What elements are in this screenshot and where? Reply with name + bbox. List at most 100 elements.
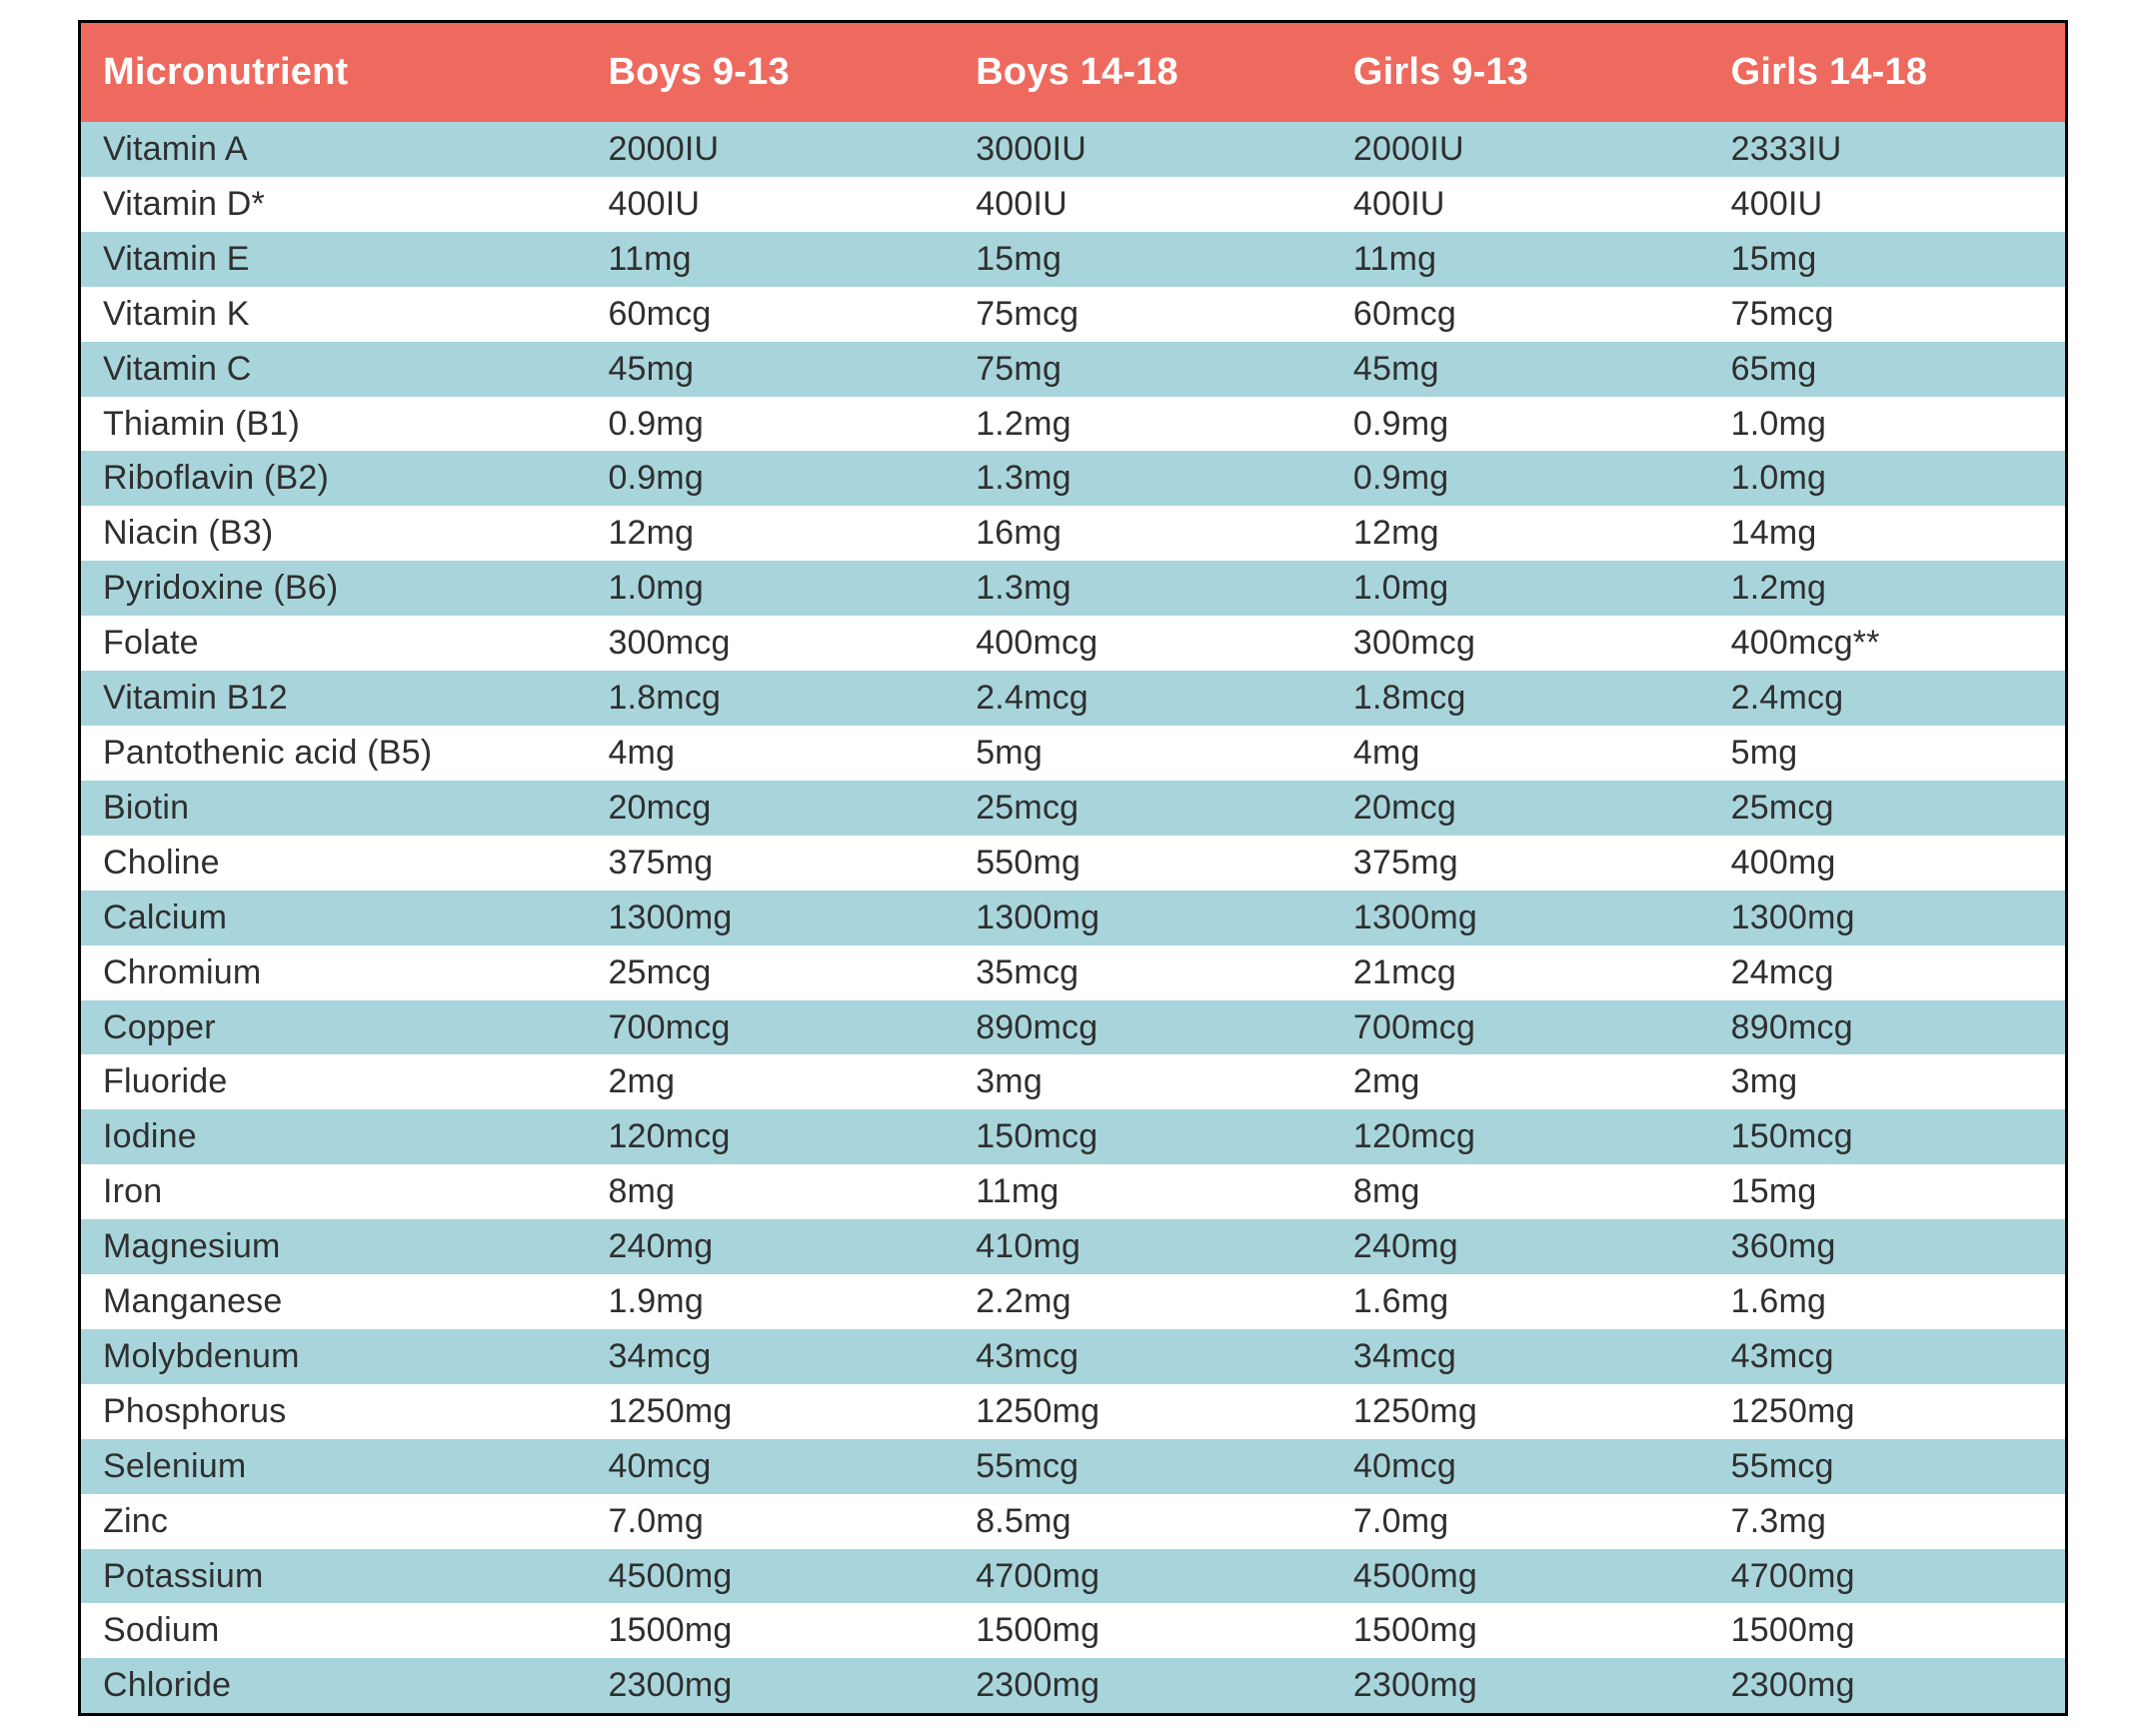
value-cell: 11mg (1331, 232, 1709, 287)
table-row: Iron8mg11mg8mg15mg (80, 1164, 2067, 1219)
table-row: Chloride2300mg2300mg2300mg2300mg (80, 1658, 2067, 1714)
value-cell: 1.6mg (1709, 1274, 2067, 1329)
value-cell: 2300mg (1709, 1658, 2067, 1714)
value-cell: 1.8mcg (586, 671, 954, 726)
value-cell: 75mcg (954, 287, 1331, 342)
nutrient-name-cell: Fluoride (80, 1054, 587, 1109)
value-cell: 375mg (1331, 836, 1709, 890)
value-cell: 2300mg (1331, 1658, 1709, 1714)
value-cell: 1.3mg (954, 561, 1331, 616)
value-cell: 2.4mcg (1709, 671, 2067, 726)
nutrient-name-cell: Thiamin (B1) (80, 397, 587, 452)
value-cell: 45mg (1331, 342, 1709, 397)
value-cell: 7.0mg (586, 1494, 954, 1549)
value-cell: 150mcg (1709, 1109, 2067, 1164)
table-row: Manganese1.9mg2.2mg1.6mg1.6mg (80, 1274, 2067, 1329)
value-cell: 0.9mg (1331, 451, 1709, 506)
nutrient-name-cell: Niacin (B3) (80, 506, 587, 561)
value-cell: 60mcg (586, 287, 954, 342)
table-row: Thiamin (B1)0.9mg1.2mg0.9mg1.0mg (80, 397, 2067, 452)
value-cell: 1.6mg (1331, 1274, 1709, 1329)
value-cell: 60mcg (1331, 287, 1709, 342)
value-cell: 2.4mcg (954, 671, 1331, 726)
value-cell: 43mcg (1709, 1329, 2067, 1384)
value-cell: 2300mg (586, 1658, 954, 1714)
value-cell: 1300mg (586, 890, 954, 945)
value-cell: 890mcg (954, 1000, 1331, 1055)
nutrient-name-cell: Potassium (80, 1549, 587, 1604)
value-cell: 65mg (1709, 342, 2067, 397)
table-row: Calcium1300mg1300mg1300mg1300mg (80, 890, 2067, 945)
value-cell: 400mcg (954, 616, 1331, 671)
value-cell: 2000IU (586, 122, 954, 177)
value-cell: 300mcg (1331, 616, 1709, 671)
table-row: Vitamin E11mg15mg11mg15mg (80, 232, 2067, 287)
value-cell: 240mg (586, 1219, 954, 1274)
value-cell: 120mcg (586, 1109, 954, 1164)
nutrient-name-cell: Vitamin B12 (80, 671, 587, 726)
value-cell: 43mcg (954, 1329, 1331, 1384)
value-cell: 2000IU (1331, 122, 1709, 177)
nutrient-name-cell: Iron (80, 1164, 587, 1219)
value-cell: 360mg (1709, 1219, 2067, 1274)
nutrient-name-cell: Molybdenum (80, 1329, 587, 1384)
value-cell: 3000IU (954, 122, 1331, 177)
value-cell: 1.2mg (954, 397, 1331, 452)
value-cell: 2mg (586, 1054, 954, 1109)
table-row: Selenium40mcg55mcg40mcg55mcg (80, 1439, 2067, 1494)
table-row: Vitamin B121.8mcg2.4mcg1.8mcg2.4mcg (80, 671, 2067, 726)
value-cell: 1250mg (1709, 1384, 2067, 1439)
value-cell: 21mcg (1331, 945, 1709, 1000)
value-cell: 0.9mg (586, 397, 954, 452)
value-cell: 0.9mg (1331, 397, 1709, 452)
value-cell: 25mcg (1709, 781, 2067, 836)
col-header-micronutrient: Micronutrient (80, 22, 587, 123)
value-cell: 20mcg (1331, 781, 1709, 836)
value-cell: 2333IU (1709, 122, 2067, 177)
value-cell: 15mg (954, 232, 1331, 287)
value-cell: 55mcg (1709, 1439, 2067, 1494)
value-cell: 400mg (1709, 836, 2067, 890)
value-cell: 4mg (1331, 726, 1709, 781)
nutrient-name-cell: Calcium (80, 890, 587, 945)
value-cell: 400IU (1709, 177, 2067, 232)
nutrient-name-cell: Iodine (80, 1109, 587, 1164)
value-cell: 20mcg (586, 781, 954, 836)
nutrient-name-cell: Magnesium (80, 1219, 587, 1274)
table-row: Folate300mcg400mcg300mcg400mcg** (80, 616, 2067, 671)
value-cell: 0.9mg (586, 451, 954, 506)
value-cell: 15mg (1709, 232, 2067, 287)
value-cell: 375mg (586, 836, 954, 890)
table-row: Pyridoxine (B6)1.0mg1.3mg1.0mg1.2mg (80, 561, 2067, 616)
value-cell: 1300mg (1709, 890, 2067, 945)
nutrient-name-cell: Chloride (80, 1658, 587, 1714)
value-cell: 25mcg (586, 945, 954, 1000)
value-cell: 34mcg (586, 1329, 954, 1384)
value-cell: 410mg (954, 1219, 1331, 1274)
value-cell: 3mg (1709, 1054, 2067, 1109)
value-cell: 11mg (954, 1164, 1331, 1219)
value-cell: 8mg (1331, 1164, 1709, 1219)
nutrient-name-cell: Vitamin D* (80, 177, 587, 232)
value-cell: 400IU (586, 177, 954, 232)
value-cell: 1250mg (954, 1384, 1331, 1439)
value-cell: 34mcg (1331, 1329, 1709, 1384)
value-cell: 45mg (586, 342, 954, 397)
value-cell: 1250mg (1331, 1384, 1709, 1439)
page-wrapper: Micronutrient Boys 9-13 Boys 14-18 Girls… (0, 0, 2140, 1736)
nutrient-name-cell: Vitamin K (80, 287, 587, 342)
value-cell: 1.0mg (1331, 561, 1709, 616)
table-row: Chromium25mcg35mcg21mcg24mcg (80, 945, 2067, 1000)
value-cell: 1300mg (1331, 890, 1709, 945)
value-cell: 12mg (1331, 506, 1709, 561)
value-cell: 8.5mg (954, 1494, 1331, 1549)
table-row: Potassium4500mg4700mg4500mg4700mg (80, 1549, 2067, 1604)
value-cell: 4500mg (586, 1549, 954, 1604)
value-cell: 1.8mcg (1331, 671, 1709, 726)
nutrient-name-cell: Pyridoxine (B6) (80, 561, 587, 616)
nutrient-name-cell: Pantothenic acid (B5) (80, 726, 587, 781)
value-cell: 1300mg (954, 890, 1331, 945)
value-cell: 2300mg (954, 1658, 1331, 1714)
table-row: Niacin (B3)12mg16mg12mg14mg (80, 506, 2067, 561)
value-cell: 75mg (954, 342, 1331, 397)
